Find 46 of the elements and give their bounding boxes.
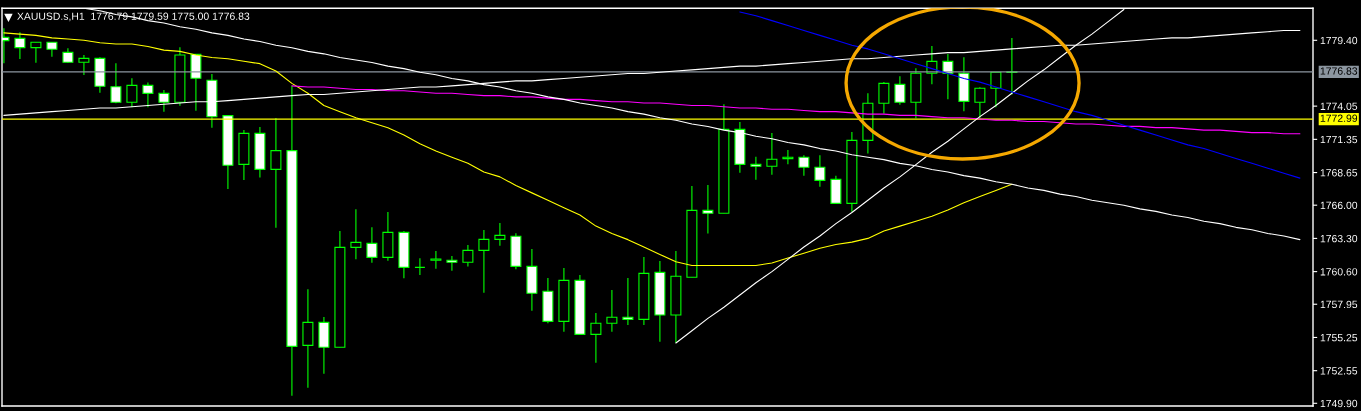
candlestick bbox=[782, 149, 794, 165]
candlestick bbox=[430, 250, 442, 270]
y-tick-label: 1755.25 bbox=[1320, 333, 1358, 342]
candlestick bbox=[606, 289, 618, 333]
candlestick bbox=[590, 312, 602, 364]
y-tick-label: 1749.90 bbox=[1320, 399, 1358, 408]
candlestick bbox=[110, 62, 122, 104]
candlestick bbox=[798, 154, 810, 177]
candlestick bbox=[830, 175, 842, 204]
chart-title: XAUUSD.s,H1 1776.79 1779.59 1775.00 1776.83 bbox=[17, 12, 250, 22]
candlestick bbox=[78, 54, 90, 76]
candlestick bbox=[878, 81, 890, 114]
candlestick bbox=[478, 229, 490, 294]
y-tick-label: 1779.40 bbox=[1320, 36, 1358, 45]
candlestick bbox=[30, 41, 42, 64]
y-tick-label: 1771.35 bbox=[1320, 135, 1358, 144]
y-tick-label: 1774.05 bbox=[1320, 102, 1358, 110]
candlestick bbox=[974, 86, 986, 119]
line-series bbox=[291, 85, 1301, 135]
candlestick bbox=[814, 154, 826, 188]
candlestick bbox=[414, 257, 426, 276]
y-tick-label: 1768.65 bbox=[1320, 169, 1358, 177]
candlestick bbox=[14, 31, 26, 60]
candlestick bbox=[142, 81, 154, 108]
candlestick bbox=[702, 184, 714, 235]
candlestick bbox=[366, 226, 378, 264]
ref-line-label: 1772.99 bbox=[1320, 114, 1358, 122]
candlestick bbox=[494, 222, 506, 247]
y-tick-label: 1760.60 bbox=[1320, 268, 1358, 276]
y-tick-label: 1752.55 bbox=[1320, 367, 1358, 375]
candlestick bbox=[126, 77, 138, 108]
y-tick-label: 1766.00 bbox=[1320, 201, 1358, 210]
candlestick bbox=[270, 117, 282, 229]
line-series bbox=[739, 11, 1301, 179]
candlestick bbox=[894, 75, 906, 106]
candlestick bbox=[462, 244, 474, 268]
ref-line-label: 1776.83 bbox=[1320, 67, 1358, 75]
candlestick bbox=[158, 89, 170, 113]
candlestick bbox=[302, 288, 314, 389]
candlestick bbox=[622, 277, 634, 326]
candlestick bbox=[446, 255, 458, 272]
candlestick bbox=[750, 156, 762, 181]
candlestick bbox=[350, 208, 362, 260]
y-tick-label: 1763.30 bbox=[1320, 234, 1358, 243]
y-tick-label: 1757.95 bbox=[1320, 300, 1358, 309]
candlestick bbox=[766, 132, 778, 176]
